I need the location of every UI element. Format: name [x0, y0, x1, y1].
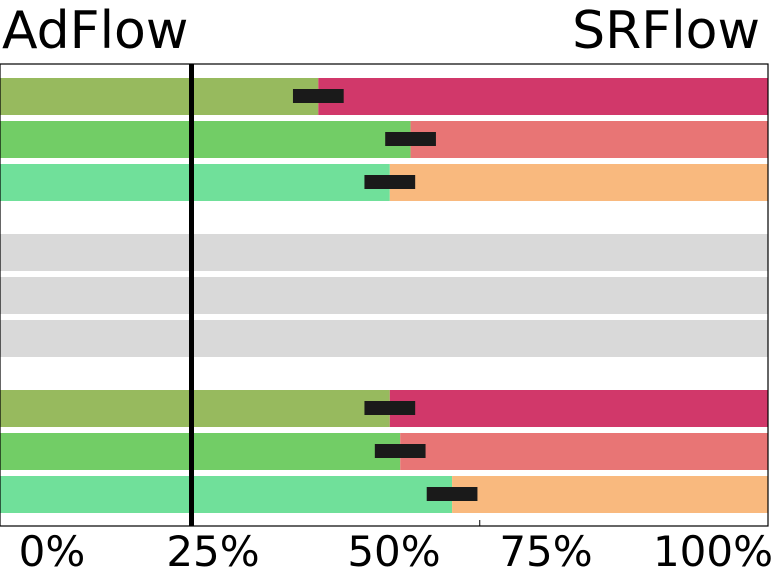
bar-right-7 — [400, 433, 768, 470]
bar-left-2 — [0, 164, 390, 201]
bar-left-0 — [0, 78, 319, 115]
bar-empty-5 — [0, 320, 768, 357]
plot-frame — [0, 63, 769, 527]
bar-left-8 — [0, 476, 453, 513]
bar-right-6 — [389, 390, 768, 427]
tick-label-3: 75% — [499, 527, 592, 573]
error-bar-0 — [292, 89, 344, 103]
bar-right-0 — [318, 78, 768, 115]
bars-group — [0, 78, 768, 513]
error-bar-8 — [426, 487, 478, 501]
error-bar-2 — [364, 175, 416, 189]
title-right: SRFlow — [572, 1, 760, 61]
tick-label-0: 0% — [19, 527, 86, 573]
bar-empty-4 — [0, 277, 768, 314]
x-axis-ticks: 0% 25% 50% 75% 100% — [19, 520, 773, 573]
tick-label-2: 50% — [347, 527, 440, 573]
tick-label-4: 100% — [653, 527, 773, 573]
bar-right-8 — [452, 476, 768, 513]
bar-empty-3 — [0, 234, 768, 271]
bar-left-6 — [0, 390, 390, 427]
bar-left-1 — [0, 121, 411, 158]
title-left: AdFlow — [2, 1, 188, 61]
tick-label-1: 25% — [166, 527, 259, 573]
bar-right-2 — [389, 164, 768, 201]
error-bar-6 — [364, 401, 416, 415]
error-bar-7 — [374, 444, 426, 458]
bar-left-7 — [0, 433, 401, 470]
error-bar-1 — [385, 132, 436, 146]
bar-right-1 — [410, 121, 768, 158]
